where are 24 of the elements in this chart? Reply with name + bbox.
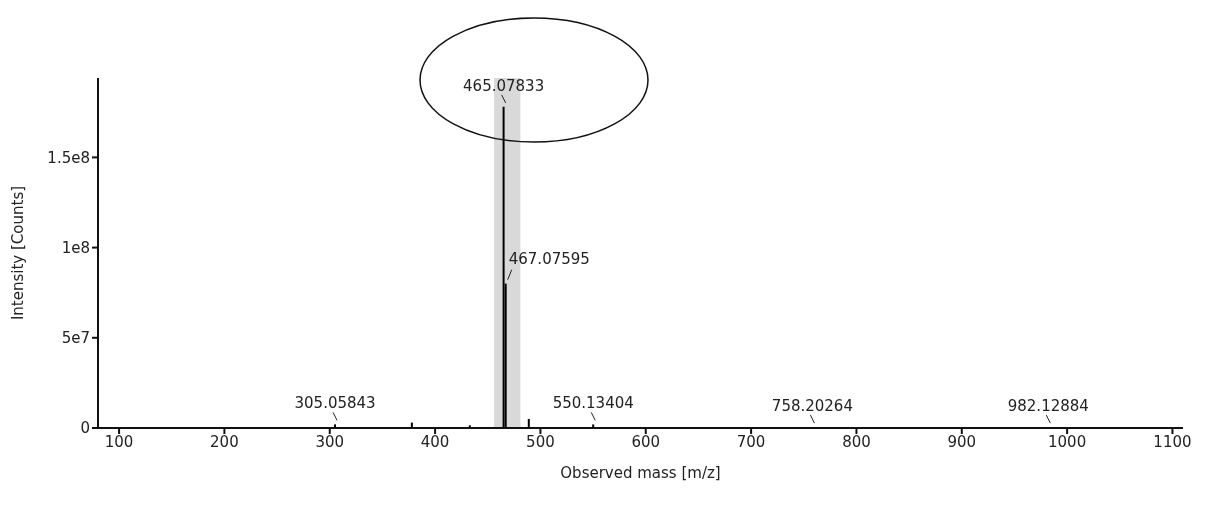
bar [502, 106, 505, 428]
annotation: 758.20264 [771, 397, 853, 416]
x-tick-label: 500 [526, 432, 555, 451]
x-tick-label: 900 [947, 432, 977, 451]
annotation: 305.05843 [294, 394, 376, 413]
annotation: 465.07833 [463, 76, 545, 95]
x-tick-label: 1000 [1048, 432, 1087, 451]
annotation: 467.07595 [508, 249, 590, 268]
x-axis-title: Observed mass [m/z] [560, 464, 721, 482]
x-tick-label: 400 [420, 432, 450, 451]
y-tick-label: 1.5e8 [47, 148, 90, 167]
y-axis-title: Intensity [Counts] [9, 185, 28, 321]
annotation: 550.13404 [552, 394, 634, 413]
y-tick-label: 1e8 [61, 238, 90, 257]
x-tick-label: 800 [842, 432, 871, 451]
x-tick-label: 200 [210, 432, 239, 451]
x-tick-label: 700 [736, 432, 766, 451]
y-tick-label: 0 [80, 419, 90, 438]
annotation: 982.12884 [1007, 397, 1089, 416]
x-tick-label: 600 [631, 432, 661, 451]
x-tick-label: 300 [315, 432, 345, 451]
y-tick-label: 5e7 [61, 329, 90, 348]
x-tick-label: 100 [104, 432, 134, 451]
x-tick-label: 1100 [1153, 432, 1192, 451]
